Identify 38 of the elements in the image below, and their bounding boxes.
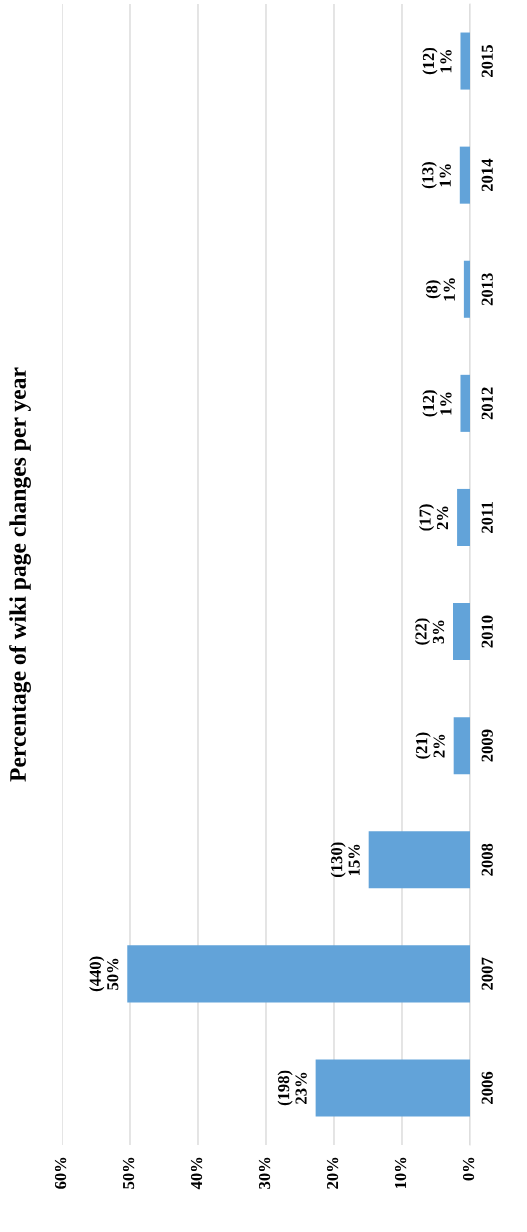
x-tick-label: 10%	[394, 1157, 407, 1189]
text: Percentage of wiki page changes per year	[9, 367, 31, 782]
bar	[460, 374, 470, 432]
x-tick-label: 30%	[258, 1157, 271, 1189]
data-label: (22) 3%	[414, 618, 445, 645]
y-tick-label: 2006	[481, 1071, 493, 1104]
bar	[368, 831, 470, 889]
y-tick-label: 2012	[481, 387, 493, 420]
y-tick-label: 2013	[481, 273, 493, 306]
x-tick-label: 60%	[54, 1157, 67, 1189]
bar	[453, 603, 470, 661]
bar	[463, 260, 470, 318]
bar	[127, 945, 470, 1003]
data-label: (12) 1%	[422, 390, 452, 417]
x-tick-label: 40%	[190, 1157, 203, 1190]
y-tick-label: 2011	[481, 502, 493, 533]
y-tick-label: 2014	[481, 158, 493, 192]
bar	[459, 146, 470, 204]
y-tick-label: 2009	[481, 729, 493, 762]
y-tick-label: 2010	[481, 615, 493, 648]
data-label: (440) 50%	[89, 956, 119, 992]
bar	[460, 32, 470, 90]
data-label: (17) 2%	[418, 504, 449, 531]
y-tick-label: 2015	[481, 44, 493, 78]
data-label: (130) 15%	[330, 842, 360, 878]
bar	[457, 488, 470, 546]
data-label: (198) 23%	[277, 1070, 307, 1106]
x-tick-label: 20%	[326, 1157, 339, 1189]
data-label: (12) 1%	[422, 47, 452, 75]
data-label: (8) 1%	[425, 278, 455, 301]
y-tick-label: 2007	[481, 957, 493, 990]
x-tick-label: 0%	[462, 1157, 475, 1181]
data-label: (21) 2%	[415, 732, 445, 759]
bar	[315, 1059, 470, 1117]
y-tick-label: 2008	[481, 843, 493, 876]
x-tick-label: 50%	[122, 1157, 135, 1189]
bar	[453, 717, 470, 775]
data-label: (13) 1%	[421, 162, 451, 189]
